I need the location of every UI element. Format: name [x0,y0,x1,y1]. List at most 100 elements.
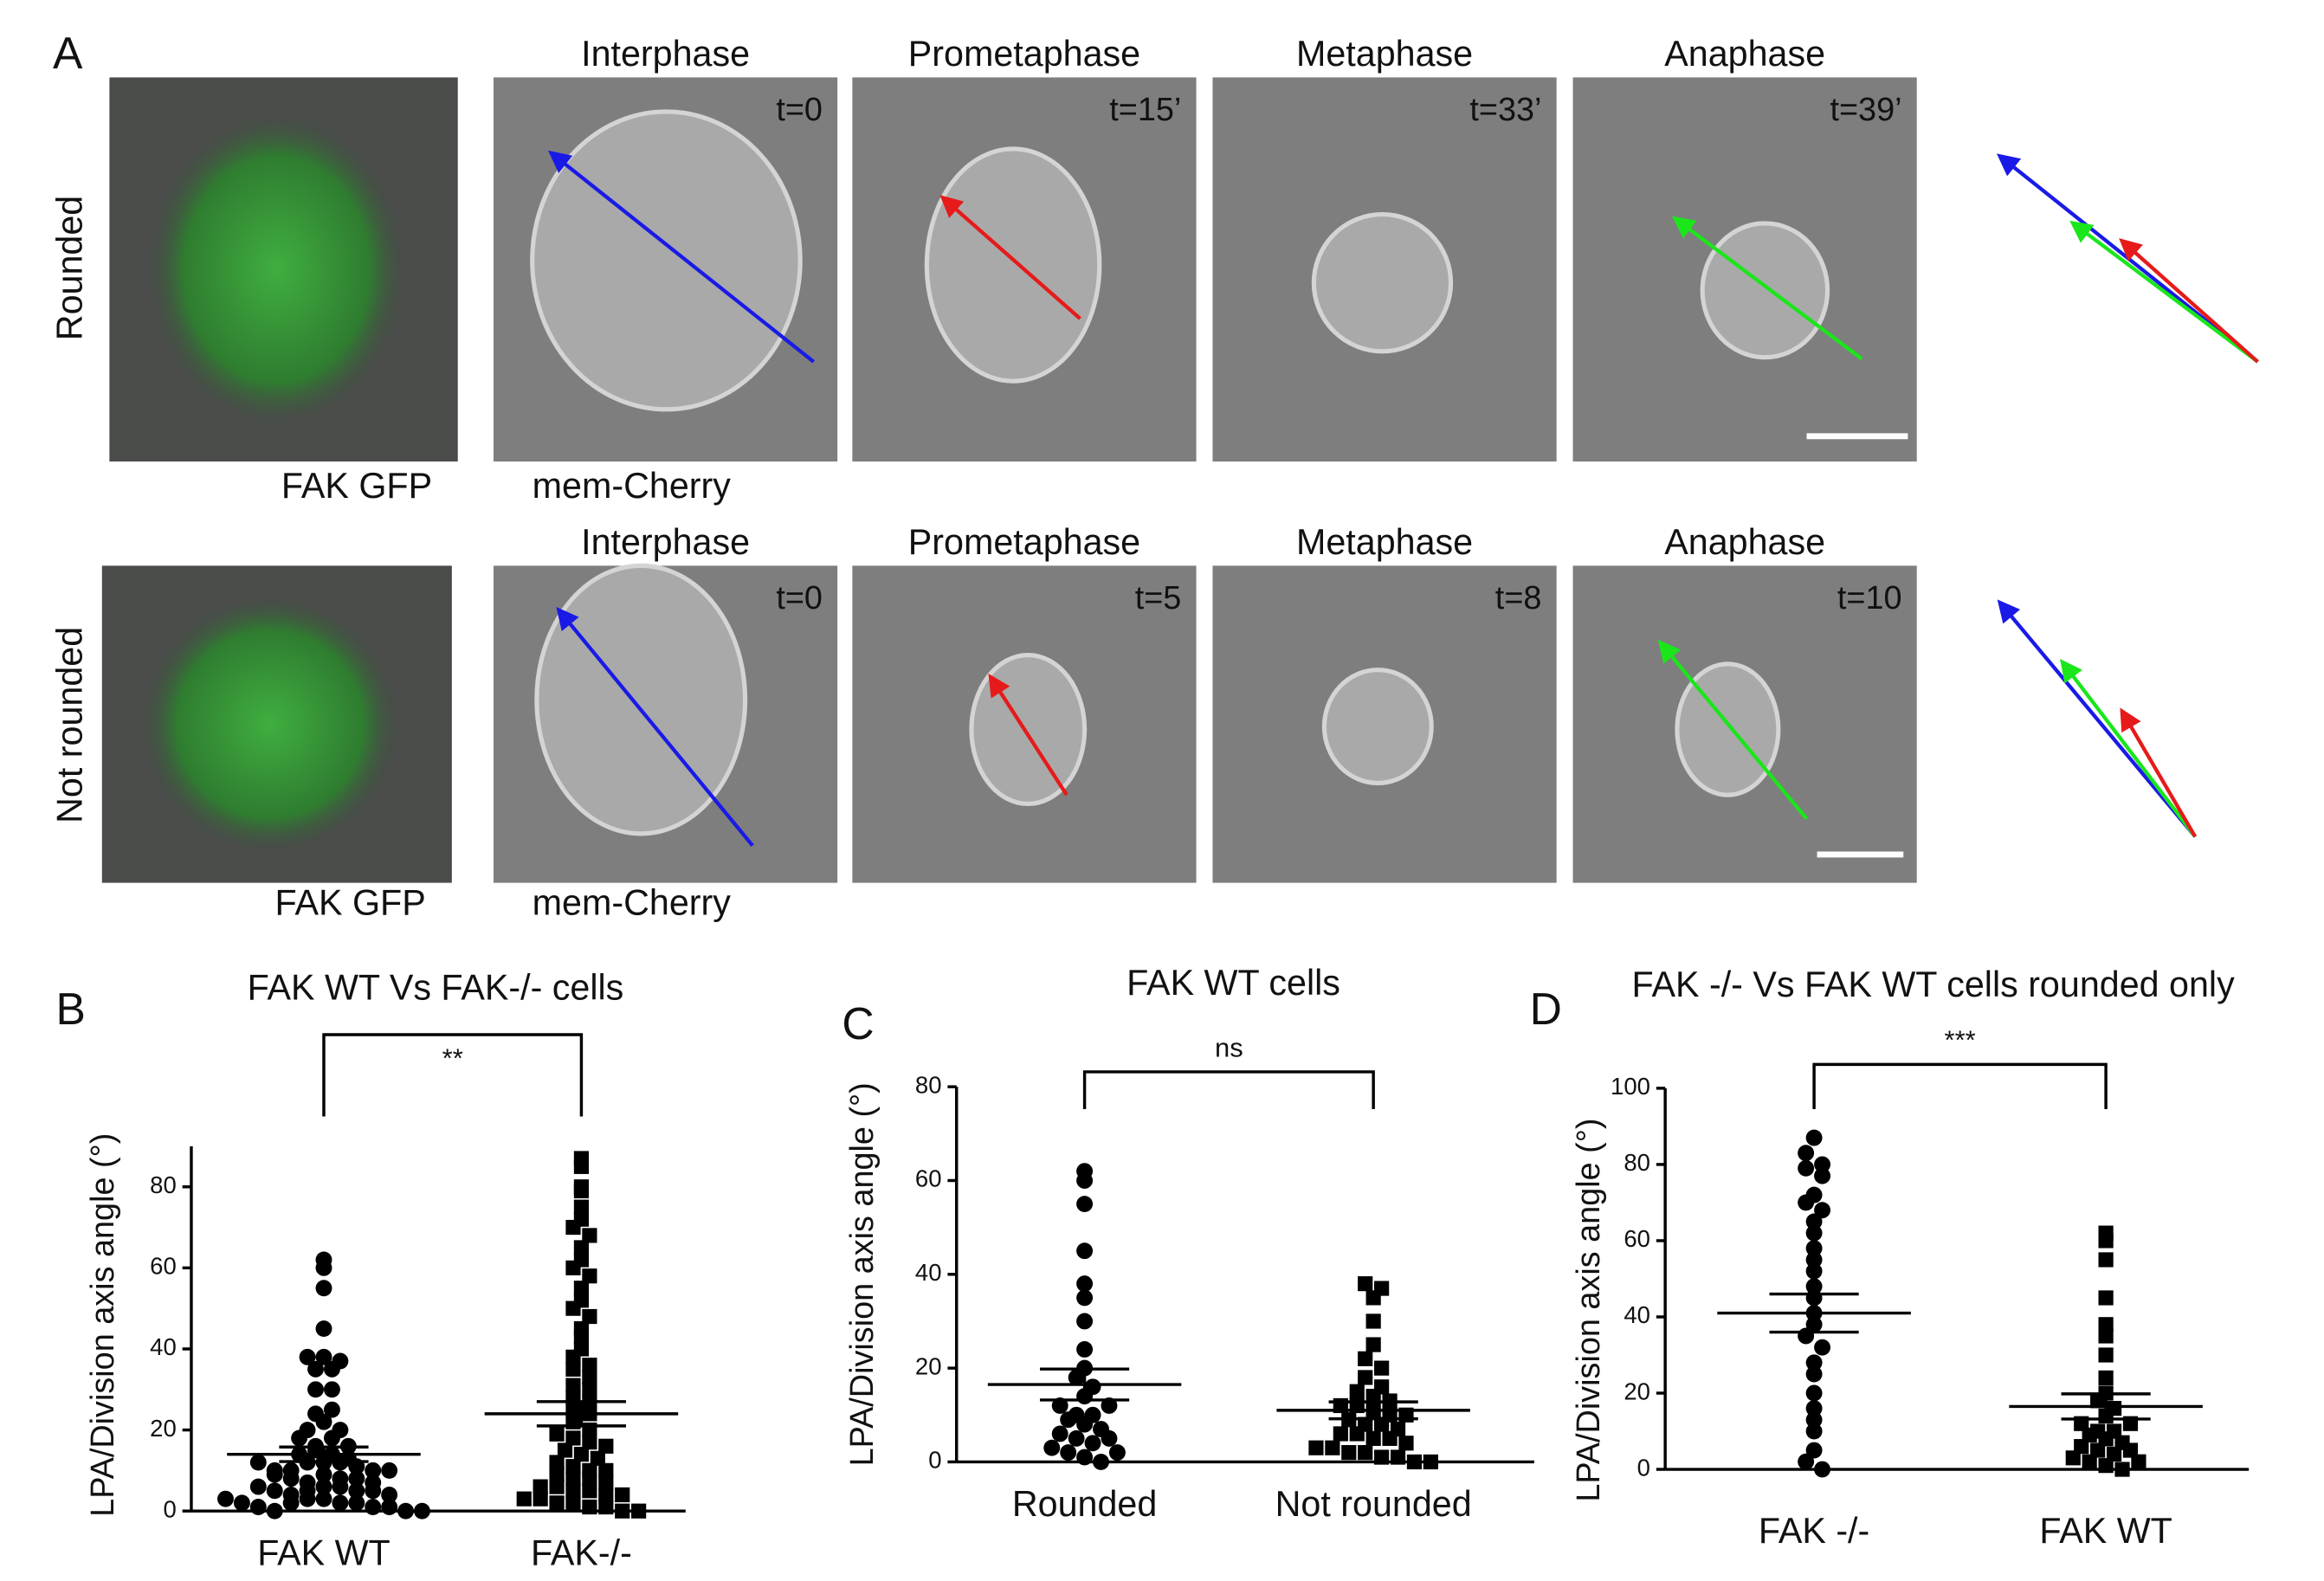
data-point [307,1360,324,1378]
time-label: t=0 [776,580,823,616]
y-axis-label: LPA/Division axis angle (°) [85,1133,121,1517]
data-point [1076,1289,1094,1307]
y-tick-label: 20 [1624,1378,1650,1404]
data-point [1805,1251,1823,1268]
cell [530,109,803,412]
data-point [565,1260,581,1275]
data-point [1358,1445,1373,1461]
data-point [582,1228,597,1243]
data-point [590,1450,605,1466]
y-tick-label: 60 [915,1165,942,1192]
data-point [2106,1446,2122,1462]
data-point [1101,1429,1118,1447]
channel-label: mem-Cherry [533,466,732,506]
time-label: t=5 [1135,580,1182,616]
stage-label: Interphase [581,34,750,74]
data-point [549,1426,565,1442]
data-point [573,1329,590,1345]
data-point [1382,1430,1398,1446]
data-point [282,1470,300,1487]
data-point [2090,1393,2106,1409]
data-point [631,1503,647,1519]
data-point [414,1502,430,1520]
data-point [565,1471,581,1487]
data-point [1051,1397,1068,1414]
data-point [1365,1430,1381,1446]
chart-title: FAK WT cells [1126,963,1340,1003]
data-point [1068,1429,1085,1447]
data-point [233,1494,250,1512]
data-point [1060,1444,1077,1462]
data-point [582,1471,597,1487]
sem-bar [1769,1292,1859,1334]
data-point [1798,1159,1815,1177]
y-tick-label: 40 [1624,1301,1650,1328]
data-point [282,1494,300,1512]
data-point [582,1499,597,1515]
direction-arrow [2120,707,2198,838]
row-label: Rounded [49,196,89,340]
data-point [565,1495,581,1511]
stage-label: Metaphase [1296,522,1473,562]
y-tick-label: 80 [150,1171,177,1198]
data-point [565,1349,581,1365]
significance-bracket [1812,1062,2108,1109]
data-point [315,1348,332,1365]
data-point [2098,1431,2114,1447]
data-point [2065,1450,2081,1466]
cell [1311,212,1454,354]
data-point [1374,1360,1390,1376]
data-point [1076,1416,1094,1433]
data-point [323,1401,340,1418]
data-point [2098,1252,2114,1268]
data-point [315,1259,332,1276]
data-point [1814,1156,1831,1173]
data-point [1358,1276,1373,1292]
data-point [299,1490,316,1507]
data-point [1805,1384,1823,1402]
data-point [1076,1242,1094,1260]
y-tick-label: 40 [150,1333,177,1360]
data-point [1084,1435,1101,1452]
data-point [1805,1262,1823,1280]
data-point [315,1320,332,1338]
cell [534,563,748,836]
direction-arrow [2119,238,2259,364]
sem-bar [2061,1392,2151,1421]
cell [1700,221,1830,360]
data-point [598,1438,614,1454]
data-point [307,1381,324,1398]
data-point [557,1442,573,1458]
data-point [315,1490,332,1507]
data-point [1325,1440,1340,1455]
direction-arrow [548,150,815,364]
stage-label: Anaphase [1664,34,1825,74]
data-point [573,1240,590,1255]
data-point [1814,1167,1831,1184]
data-point [2098,1458,2114,1474]
stage-label: Metaphase [1296,34,1473,74]
data-point [549,1467,565,1482]
data-point [565,1430,581,1446]
panel-letter: A [53,28,83,78]
data-point [1076,1196,1094,1213]
time-label: t=0 [776,92,823,128]
y-tick-label: 80 [1624,1149,1650,1176]
sem-bar [1328,1400,1418,1421]
data-point [1805,1354,1823,1371]
data-point [266,1482,283,1500]
data-point [2098,1233,2114,1249]
data-point [1060,1411,1077,1429]
sem-bar [536,1400,627,1428]
direction-arrow [2060,659,2197,838]
row-label: Not rounded [49,627,89,823]
data-point [533,1479,548,1494]
panel-letter: C [842,998,874,1049]
data-point [1043,1439,1061,1456]
direction-arrow [1672,216,1863,361]
data-point [1423,1454,1438,1470]
data-point [615,1487,630,1503]
data-point [582,1435,597,1450]
data-point [2098,1317,2114,1333]
gfp-cell [137,590,403,858]
